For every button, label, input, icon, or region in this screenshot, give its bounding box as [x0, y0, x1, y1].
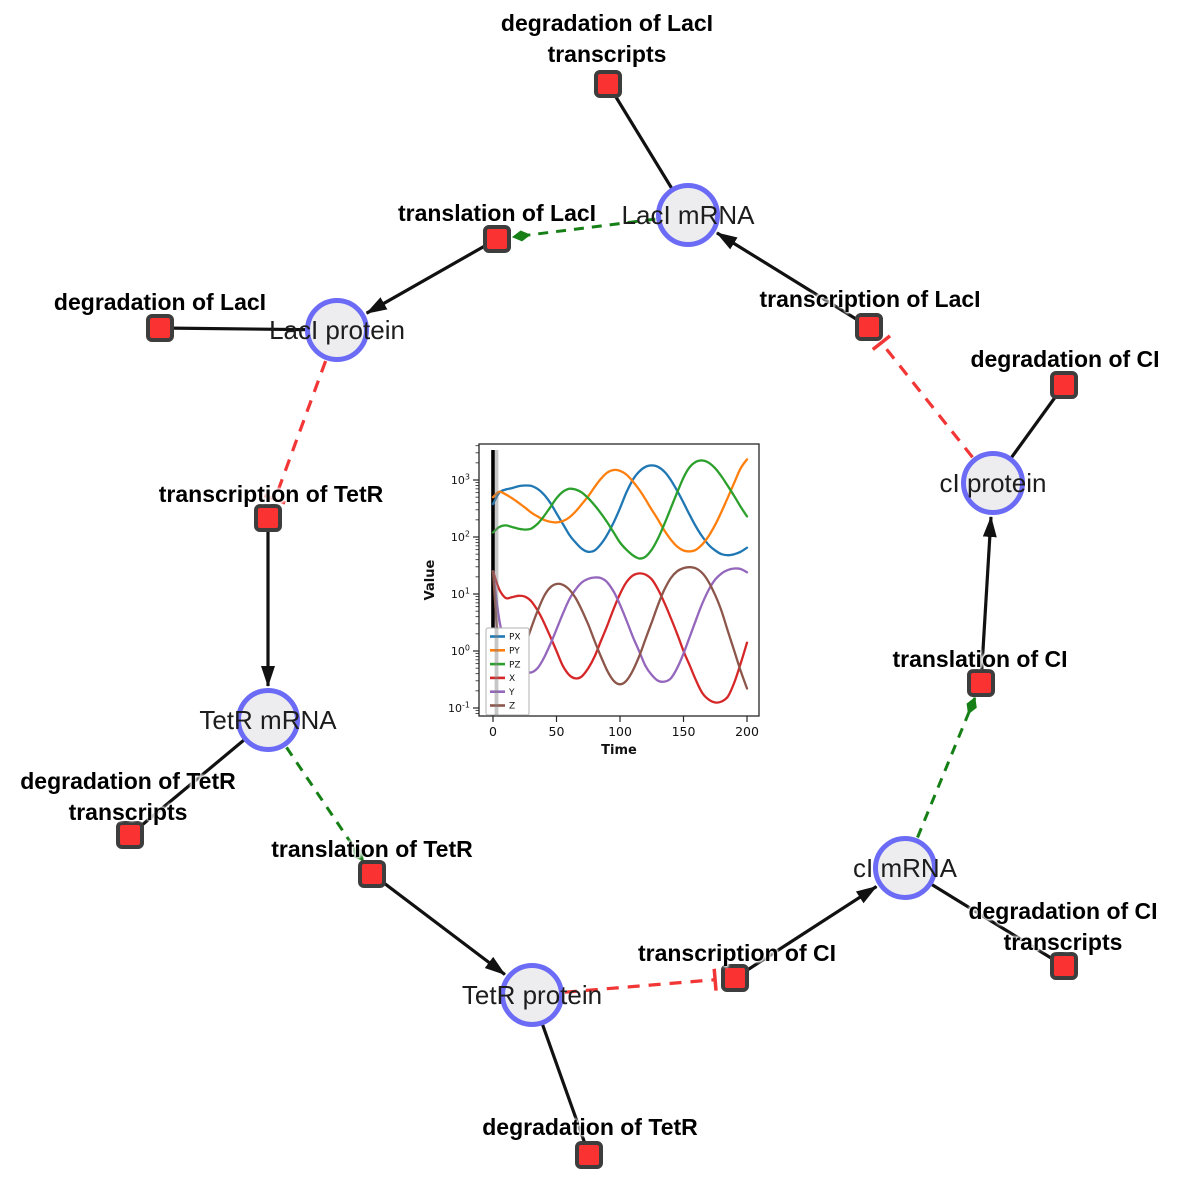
species-node-laci-mrna[interactable] — [656, 183, 720, 247]
legend-label-Y: Y — [508, 688, 515, 698]
reaction-node-transcription-tetr[interactable] — [254, 504, 282, 532]
y-tick-label: 103 — [451, 473, 470, 488]
edge-tetr-protein-inhibits-transcription-ci — [564, 968, 718, 994]
y-tick-label: 102 — [451, 530, 470, 545]
species-label-ci-protein: cI protein — [939, 468, 1047, 498]
reaction-node-deg-ci[interactable] — [1050, 371, 1078, 399]
y-tick-label: 100 — [451, 644, 470, 659]
reaction-label-deg-tetr: degradation of TetR — [482, 1114, 698, 1140]
edge-ci-protein-inhibits-transcription-laci — [871, 334, 974, 459]
svg-text:100: 100 — [608, 724, 632, 739]
edge-translation-tetr-to-tetr-protein — [371, 872, 506, 976]
initial-transient-stripe — [494, 450, 499, 716]
legend-label-PZ: PZ — [509, 660, 521, 670]
edge-transcription-ci-to-ci-mrna — [734, 885, 878, 980]
reaction-label-deg-ci: degradation of CI — [970, 346, 1160, 372]
y-tick-label: 101 — [451, 587, 470, 602]
species-node-tetr-protein[interactable] — [500, 963, 564, 1027]
series-PY — [491, 458, 749, 553]
series-PZ — [491, 459, 749, 560]
reaction-label-translation-laci: translation of LacI — [397, 200, 597, 226]
legend-label-PY: PY — [509, 647, 520, 657]
reaction-node-translation-tetr[interactable] — [358, 860, 386, 888]
series-X — [491, 570, 749, 704]
legend: PX PY PZ XYZ — [485, 627, 530, 716]
edge-laci-mrna-catalyzes-translation-laci — [511, 217, 656, 242]
species-node-laci-protein[interactable] — [305, 298, 369, 362]
reaction-node-deg-tetr[interactable] — [575, 1141, 603, 1169]
reaction-label-deg-laci-transcripts: degradation of LacI transcripts — [500, 10, 714, 68]
reaction-label-translation-tetr: translation of TetR — [271, 836, 473, 862]
legend-label-PX: PX — [509, 633, 521, 643]
species-node-tetr-mrna[interactable] — [236, 688, 300, 752]
edge-tetr-mrna-catalyzes-translation-tetr — [285, 746, 365, 862]
reaction-label-transcription-ci: transcription of CI — [637, 940, 837, 966]
species-label-tetr-mrna: TetR mRNA — [199, 705, 337, 735]
reaction-node-translation-laci[interactable] — [483, 225, 511, 253]
series-Y — [491, 567, 749, 683]
legend-label-X: X — [509, 674, 515, 684]
edge-translation-ci-to-ci-protein — [979, 516, 997, 684]
reaction-node-transcription-laci[interactable] — [855, 313, 883, 341]
species-label-tetr-protein: TetR protein — [461, 980, 603, 1010]
series-Z — [491, 566, 749, 690]
svg-text:50: 50 — [549, 724, 565, 739]
series-PX — [491, 464, 749, 557]
edge-laci-protein-inhibits-transcription-tetr — [263, 360, 328, 505]
species-node-ci-protein[interactable] — [961, 451, 1025, 515]
reaction-label-transcription-tetr: transcription of TetR — [158, 481, 384, 507]
svg-text:150: 150 — [672, 724, 696, 739]
edge-transcription-laci-to-laci-mrna — [716, 231, 870, 329]
reaction-label-deg-ci-transcripts: degradation of CI transcripts — [968, 898, 1158, 956]
svg-text:Value: Value — [423, 559, 438, 600]
svg-text:Time: Time — [601, 743, 637, 758]
reaction-node-deg-laci-transcripts[interactable] — [594, 70, 622, 98]
svg-text:200: 200 — [735, 724, 759, 739]
svg-text:0: 0 — [489, 724, 497, 739]
plot-border — [478, 443, 760, 717]
reaction-label-transcription-laci: transcription of LacI — [759, 286, 981, 312]
reaction-node-deg-ci-transcripts[interactable] — [1050, 952, 1078, 980]
edge-translation-laci-to-laci-protein — [365, 237, 498, 315]
reaction-label-deg-tetr-transcripts: degradation of TetR transcripts — [20, 768, 236, 826]
time-series-inset-chart: 10-1 100 101 102 103 0 50 100 150 200 Time Value PX P… — [420, 436, 780, 768]
species-node-ci-mrna[interactable] — [873, 836, 937, 900]
species-label-laci-protein: LacI protein — [269, 315, 405, 345]
reaction-node-deg-tetr-transcripts[interactable] — [116, 821, 144, 849]
species-label-laci-mrna: LacI mRNA — [621, 200, 755, 230]
reaction-label-translation-ci: translation of CI — [892, 646, 1068, 672]
legend-label-Z: Z — [509, 702, 515, 712]
reaction-node-transcription-ci[interactable] — [721, 964, 749, 992]
y-tick-label: 10-1 — [448, 701, 470, 716]
species-label-ci-mrna: cI mRNA — [853, 853, 957, 883]
reaction-node-translation-ci[interactable] — [967, 669, 995, 697]
reaction-node-deg-laci[interactable] — [146, 314, 174, 342]
reaction-label-deg-laci: degradation of LacI — [53, 289, 267, 315]
edge-ci-mrna-catalyzes-translation-ci — [916, 696, 977, 839]
